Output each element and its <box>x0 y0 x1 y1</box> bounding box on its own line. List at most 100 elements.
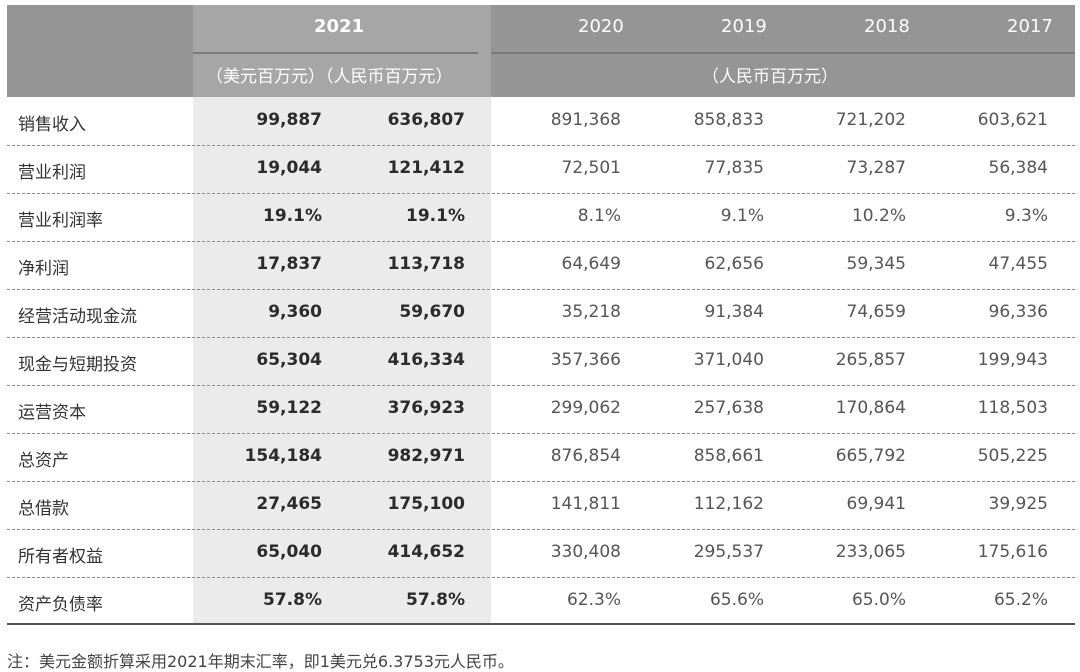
cell-2021-rmb: 376,923 <box>387 398 465 418</box>
row-divider <box>7 433 1075 434</box>
cell-2021-rmb: 19.1% <box>406 206 465 226</box>
row-label: 所有者权益 <box>18 547 103 567</box>
cell-2020: 64,649 <box>561 254 621 274</box>
row-label: 总借款 <box>18 499 69 519</box>
cell-2018: 65.0% <box>851 590 906 610</box>
unit-label-others: （人民币百万元） <box>702 67 838 87</box>
cell-2019: 9.1% <box>720 206 764 226</box>
cell-2020: 8.1% <box>577 206 621 226</box>
cell-2017: 47,455 <box>988 254 1048 274</box>
cell-2021-usd: 154,184 <box>244 446 322 466</box>
cell-2017: 118,503 <box>977 398 1048 418</box>
table-row: 总借款 27,465 175,100 141,811 112,162 69,941 39,9… <box>7 481 1075 529</box>
cell-2020: 876,854 <box>550 446 621 466</box>
row-divider <box>7 193 1075 194</box>
cell-2018: 74,659 <box>846 302 906 322</box>
cell-2017: 175,616 <box>977 542 1048 562</box>
year-2020-header: 2020 <box>578 16 624 37</box>
cell-2021-usd: 17,837 <box>256 254 322 274</box>
cell-2021-rmb: 175,100 <box>387 494 465 514</box>
cell-2021-rmb: 636,807 <box>387 110 465 130</box>
cell-2017: 199,943 <box>977 350 1048 370</box>
row-divider <box>7 337 1075 338</box>
row-divider <box>7 481 1075 482</box>
column-2021-shading <box>193 97 491 623</box>
row-divider <box>7 385 1075 386</box>
year-2019-header: 2019 <box>721 16 767 37</box>
cell-2021-rmb: 121,412 <box>387 158 465 178</box>
cell-2020: 141,811 <box>550 494 621 514</box>
cell-2021-usd: 99,887 <box>256 110 322 130</box>
cell-2018: 265,857 <box>835 350 906 370</box>
table-row: 净利润 17,837 113,718 64,649 62,656 59,345 47,455 <box>7 241 1075 289</box>
cell-2018: 10.2% <box>851 206 906 226</box>
cell-2021-rmb: 982,971 <box>387 446 465 466</box>
table-row: 现金与短期投资 65,304 416,334 357,366 371,040 265,85… <box>7 337 1075 385</box>
cell-2020: 357,366 <box>550 350 621 370</box>
table-row: 所有者权益 65,040 414,652 330,408 295,537 233,065 1… <box>7 529 1075 577</box>
year-2021-header: 2021 <box>314 16 365 37</box>
year-2017-header: 2017 <box>1007 16 1053 37</box>
year-2018-header: 2018 <box>864 16 910 37</box>
row-label: 经营活动现金流 <box>18 307 137 327</box>
cell-2019: 65.6% <box>709 590 764 610</box>
cell-2019: 858,661 <box>693 446 764 466</box>
cell-2017: 505,225 <box>977 446 1048 466</box>
cell-2019: 62,656 <box>704 254 764 274</box>
cell-2020: 330,408 <box>550 542 621 562</box>
cell-2017: 65.2% <box>993 590 1048 610</box>
header-divider-2021 <box>193 52 478 54</box>
row-label: 营业利润率 <box>18 211 103 231</box>
cell-2021-usd: 19.1% <box>263 206 322 226</box>
cell-2021-usd: 57.8% <box>263 590 322 610</box>
cell-2020: 62.3% <box>566 590 621 610</box>
unit-label-2021: （美元百万元）（人民币百万元） <box>206 67 453 87</box>
row-label: 净利润 <box>18 259 69 279</box>
cell-2021-usd: 9,360 <box>268 302 322 322</box>
table-bottom-rule <box>7 623 1075 625</box>
cell-2017: 603,621 <box>977 110 1048 130</box>
row-divider <box>7 145 1075 146</box>
table-row: 总资产 154,184 982,971 876,854 858,661 665,792 50… <box>7 433 1075 481</box>
row-label: 销售收入 <box>18 115 86 135</box>
row-divider <box>7 577 1075 578</box>
footnote: 注：美元金额折算采用2021年期末汇率，即1美元兑6.3753元人民币。 <box>7 652 514 671</box>
cell-2019: 91,384 <box>704 302 764 322</box>
row-label: 现金与短期投资 <box>18 355 137 375</box>
table-row: 资产负债率 57.8% 57.8% 62.3% 65.6% 65.0% 65.2% <box>7 577 1075 625</box>
cell-2021-usd: 59,122 <box>256 398 322 418</box>
cell-2019: 295,537 <box>693 542 764 562</box>
cell-2019: 77,835 <box>704 158 764 178</box>
cell-2019: 112,162 <box>693 494 764 514</box>
table-header <box>7 5 1075 97</box>
cell-2020: 891,368 <box>550 110 621 130</box>
cell-2018: 233,065 <box>835 542 906 562</box>
cell-2020: 72,501 <box>561 158 621 178</box>
row-label: 营业利润 <box>18 163 86 183</box>
row-divider <box>7 529 1075 530</box>
cell-2021-usd: 65,040 <box>256 542 322 562</box>
cell-2020: 299,062 <box>550 398 621 418</box>
row-label: 资产负债率 <box>18 595 103 615</box>
cell-2019: 858,833 <box>693 110 764 130</box>
table-row: 营业利润 19,044 121,412 72,501 77,835 73,287 56,38… <box>7 145 1075 193</box>
row-label: 总资产 <box>18 451 69 471</box>
table-row: 销售收入 99,887 636,807 891,368 858,833 721,202 60… <box>7 97 1075 145</box>
cell-2021-rmb: 416,334 <box>387 350 465 370</box>
cell-2019: 371,040 <box>693 350 764 370</box>
cell-2017: 56,384 <box>988 158 1048 178</box>
row-divider <box>7 289 1075 290</box>
cell-2017: 39,925 <box>988 494 1048 514</box>
cell-2018: 69,941 <box>846 494 906 514</box>
header-2021-highlight <box>193 5 491 97</box>
cell-2020: 35,218 <box>561 302 621 322</box>
cell-2018: 59,345 <box>846 254 906 274</box>
cell-2018: 170,864 <box>835 398 906 418</box>
cell-2017: 96,336 <box>988 302 1048 322</box>
cell-2018: 665,792 <box>835 446 906 466</box>
cell-2017: 9.3% <box>1004 206 1048 226</box>
cell-2018: 721,202 <box>835 110 906 130</box>
table-row: 营业利润率 19.1% 19.1% 8.1% 9.1% 10.2% 9.3% <box>7 193 1075 241</box>
row-divider <box>7 241 1075 242</box>
